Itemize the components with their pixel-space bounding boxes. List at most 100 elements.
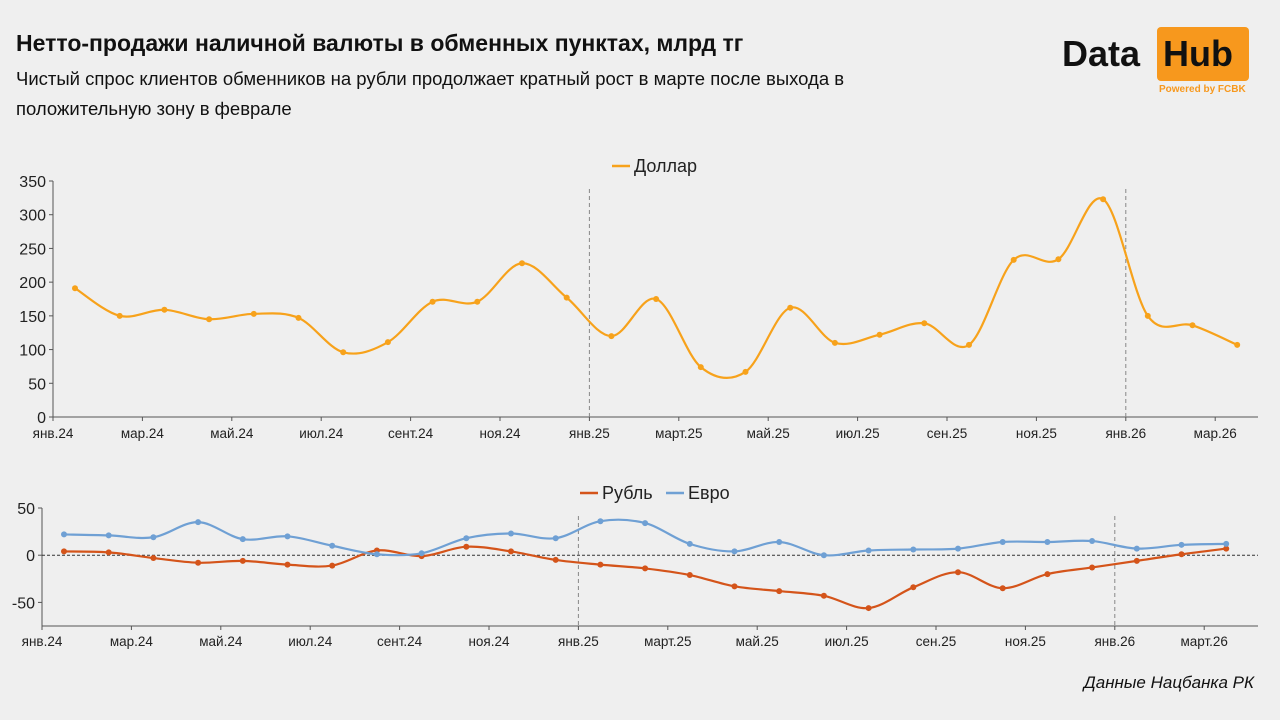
data-point — [508, 548, 514, 555]
data-point — [1100, 196, 1107, 203]
data-point — [820, 592, 827, 599]
x-tick-label: май.24 — [199, 634, 243, 649]
data-point — [742, 368, 749, 375]
x-tick-label: сен.25 — [927, 426, 967, 441]
data-point — [1089, 538, 1096, 545]
data-point — [116, 312, 123, 319]
data-point — [373, 551, 380, 558]
chart-title: Нетто-продажи наличной валюты в обменных… — [16, 30, 744, 56]
x-tick-label: янв.26 — [1105, 426, 1146, 441]
data-point — [1044, 538, 1051, 545]
x-tick-label: мар.24 — [110, 634, 154, 649]
legend-label: Евро — [688, 483, 730, 503]
data-point — [776, 588, 783, 595]
data-point — [239, 557, 246, 564]
data-point — [563, 294, 570, 301]
data-point — [1055, 256, 1062, 263]
data-point — [1144, 312, 1151, 319]
data-point — [597, 561, 604, 568]
series-line-Рубль — [63, 545, 1227, 610]
data-point — [1133, 557, 1140, 564]
x-tick-label: июл.25 — [825, 634, 869, 649]
chart-subtitle: Чистый спрос клиентов обменников на рубл… — [16, 68, 845, 119]
x-tick-label: май.25 — [747, 426, 790, 441]
x-tick-label: сент.24 — [377, 634, 423, 649]
series-line-Доллар — [74, 197, 1238, 379]
data-point — [966, 341, 972, 348]
x-tick-label: янв.24 — [33, 426, 74, 441]
y-tick-label: 0 — [37, 410, 46, 427]
data-point — [284, 561, 291, 568]
x-tick-label: июл.24 — [299, 426, 344, 441]
x-tick-label: май.24 — [210, 426, 254, 441]
x-tick-label: янв.24 — [22, 634, 63, 649]
data-point — [910, 584, 917, 591]
data-point — [61, 531, 67, 538]
x-tick-label: янв.26 — [1094, 634, 1135, 649]
y-tick-label: 350 — [19, 174, 46, 191]
data-point — [1044, 571, 1051, 578]
data-point — [697, 364, 704, 371]
data-point — [1089, 564, 1096, 571]
data-point — [910, 546, 917, 553]
data-point — [161, 306, 168, 313]
data-point — [1189, 322, 1196, 329]
data-point — [61, 548, 67, 555]
y-tick-label: 100 — [19, 343, 46, 360]
data-point — [384, 339, 391, 346]
y-tick-label: 50 — [28, 376, 46, 393]
data-point — [686, 572, 693, 579]
data-point — [463, 535, 470, 542]
data-point — [865, 547, 872, 554]
data-point — [519, 260, 525, 267]
data-point — [329, 542, 336, 549]
data-point — [552, 556, 559, 563]
legend-label: Рубль — [602, 483, 653, 503]
data-point — [105, 549, 112, 556]
data-point — [1178, 551, 1185, 558]
x-tick-label: июл.24 — [288, 634, 333, 649]
data-point — [731, 583, 738, 590]
data-point — [1223, 540, 1230, 547]
x-tick-label: сент.24 — [388, 426, 434, 441]
data-point — [195, 559, 202, 566]
data-point — [329, 562, 336, 569]
data-point — [72, 285, 78, 292]
data-point — [865, 605, 872, 612]
source-note: Данные Нацбанка РК — [1083, 673, 1254, 692]
data-point — [508, 530, 514, 537]
data-point — [150, 534, 157, 541]
data-point — [1234, 341, 1241, 348]
logo-word-hub: Hub — [1163, 33, 1233, 74]
x-tick-label: янв.25 — [569, 426, 610, 441]
x-tick-label: мар.26 — [1194, 426, 1237, 441]
x-tick-label: март.25 — [644, 634, 691, 649]
data-point — [474, 298, 481, 305]
data-point — [250, 310, 257, 317]
data-point — [418, 550, 425, 557]
logo-orange-box — [1157, 27, 1249, 81]
data-point — [206, 316, 213, 323]
x-tick-label: ноя.25 — [1016, 426, 1057, 441]
y-tick-label: 200 — [19, 275, 46, 292]
x-tick-label: май.25 — [736, 634, 779, 649]
data-point — [150, 555, 157, 562]
data-point — [642, 565, 649, 572]
x-tick-label: мар.24 — [121, 426, 165, 441]
data-point — [463, 543, 470, 550]
y-tick-label: 50 — [17, 501, 35, 518]
legend-label: Доллар — [634, 156, 697, 176]
logo-tagline: Powered by FCBK — [1159, 84, 1246, 95]
data-point — [1223, 545, 1230, 552]
y-tick-label: 300 — [19, 208, 46, 225]
data-point — [239, 536, 246, 543]
y-tick-label: -50 — [12, 595, 35, 612]
data-point — [105, 532, 112, 539]
data-point — [284, 533, 291, 540]
datahub-logo: Data Hub Powered by FCBK — [1062, 27, 1250, 99]
data-point — [787, 304, 794, 311]
y-tick-label: 250 — [19, 241, 46, 258]
data-point — [776, 538, 783, 545]
data-point — [597, 518, 604, 525]
